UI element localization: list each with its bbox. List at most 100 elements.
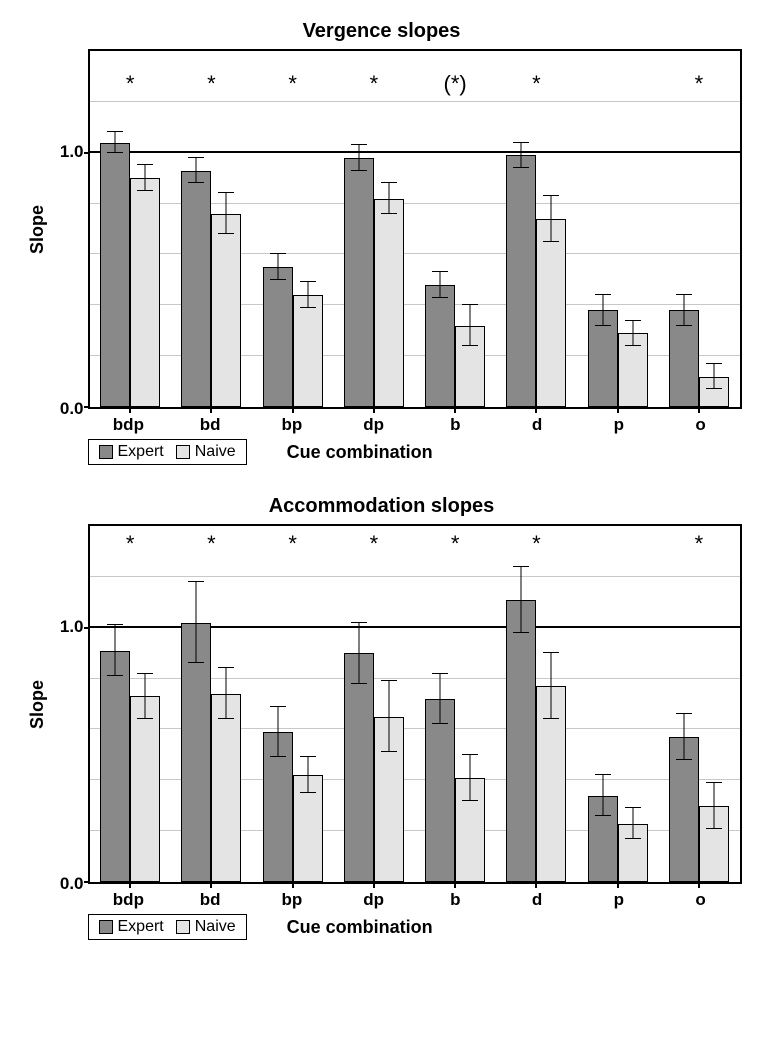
error-cap [432,723,448,724]
error-cap [137,718,153,719]
error-cap [513,167,529,168]
error-cap [107,131,123,132]
bar-wrap [425,51,455,407]
bar-wrap [506,51,536,407]
error-cap [218,192,234,193]
error-cap [300,307,316,308]
legend-swatch [99,920,113,934]
x-tick-mark [698,407,700,413]
x-tick-mark [210,882,212,888]
expert-bar [425,285,455,407]
plot-row: Slope0.01.0****(*)** [22,49,742,409]
x-tick-mark [617,407,619,413]
error-bar [713,783,714,829]
error-cap [462,800,478,801]
y-tick-label: 0.0 [60,874,84,894]
x-axis-label: Cue combination [287,917,433,938]
y-axis-label: Slope [27,204,48,253]
bar-wrap [181,526,211,882]
y-axis-label: Slope [27,679,48,728]
bar-group [171,526,252,882]
plot-area: ******* [88,524,742,884]
legend-label: Naive [195,443,236,461]
x-axis-row: bdpbdbpdpbdpo [88,884,742,910]
error-bar [388,681,389,752]
error-cap [676,325,692,326]
bar-wrap [211,51,241,407]
error-bar [196,582,197,663]
expert-bar [506,155,536,407]
error-cap [107,675,123,676]
bar-wrap [130,526,160,882]
legend-label: Expert [118,918,164,936]
bar-wrap [618,51,648,407]
y-tick-col: 0.01.0 [54,49,88,409]
expert-bar [506,600,536,882]
bar-group [577,526,658,882]
error-cap [543,241,559,242]
error-cap [381,680,397,681]
error-cap [188,662,204,663]
expert-bar [344,158,374,407]
x-tick-label: o [660,409,742,435]
error-cap [137,673,153,674]
error-cap [218,667,234,668]
error-cap [432,673,448,674]
naive-bar [211,694,241,882]
bar-wrap [181,51,211,407]
bottom-row: ExpertNaiveCue combination [88,914,742,940]
vergence-panel: Vergence slopesSlope0.01.0****(*)**bdpbd… [22,20,742,465]
error-bar [602,295,603,326]
expert-bar [181,171,211,407]
error-cap [462,304,478,305]
error-cap [676,759,692,760]
expert-bar [263,267,293,407]
error-bar [440,272,441,297]
bar-wrap [293,51,323,407]
bar-group [252,526,333,882]
bar-group [415,526,496,882]
y-tick-label: 1.0 [60,142,84,162]
legend-swatch [176,445,190,459]
bar-group [171,51,252,407]
bar-group [577,51,658,407]
bar-group [252,51,333,407]
error-cap [270,706,286,707]
x-tick-mark [454,882,456,888]
error-bar [115,132,116,152]
error-cap [625,807,641,808]
bars-layer [90,51,740,407]
error-cap [137,190,153,191]
legend-swatch [99,445,113,459]
bar-wrap [425,526,455,882]
bar-wrap [100,526,130,882]
bar-wrap [588,526,618,882]
bar-wrap [506,526,536,882]
error-cap [381,182,397,183]
error-bar [226,668,227,719]
error-cap [706,388,722,389]
x-tick-label: o [660,884,742,910]
error-bar [521,567,522,633]
bar-group [333,51,414,407]
x-tick-mark [373,407,375,413]
bar-wrap [699,51,729,407]
naive-bar [211,214,241,407]
bar-wrap [100,51,130,407]
error-bar [358,623,359,684]
x-tick-mark [292,407,294,413]
error-cap [595,294,611,295]
error-bar [196,158,197,183]
error-cap [706,363,722,364]
y-tick-label: 0.0 [60,399,84,419]
legend-swatch [176,920,190,934]
error-cap [706,782,722,783]
error-bar [145,165,146,190]
error-cap [300,756,316,757]
y-tick-label: 1.0 [60,617,84,637]
x-axis-label: Cue combination [287,442,433,463]
x-axis-row: bdpbdbpdpbdpo [88,409,742,435]
error-cap [351,683,367,684]
bar-wrap [455,51,485,407]
error-cap [188,581,204,582]
